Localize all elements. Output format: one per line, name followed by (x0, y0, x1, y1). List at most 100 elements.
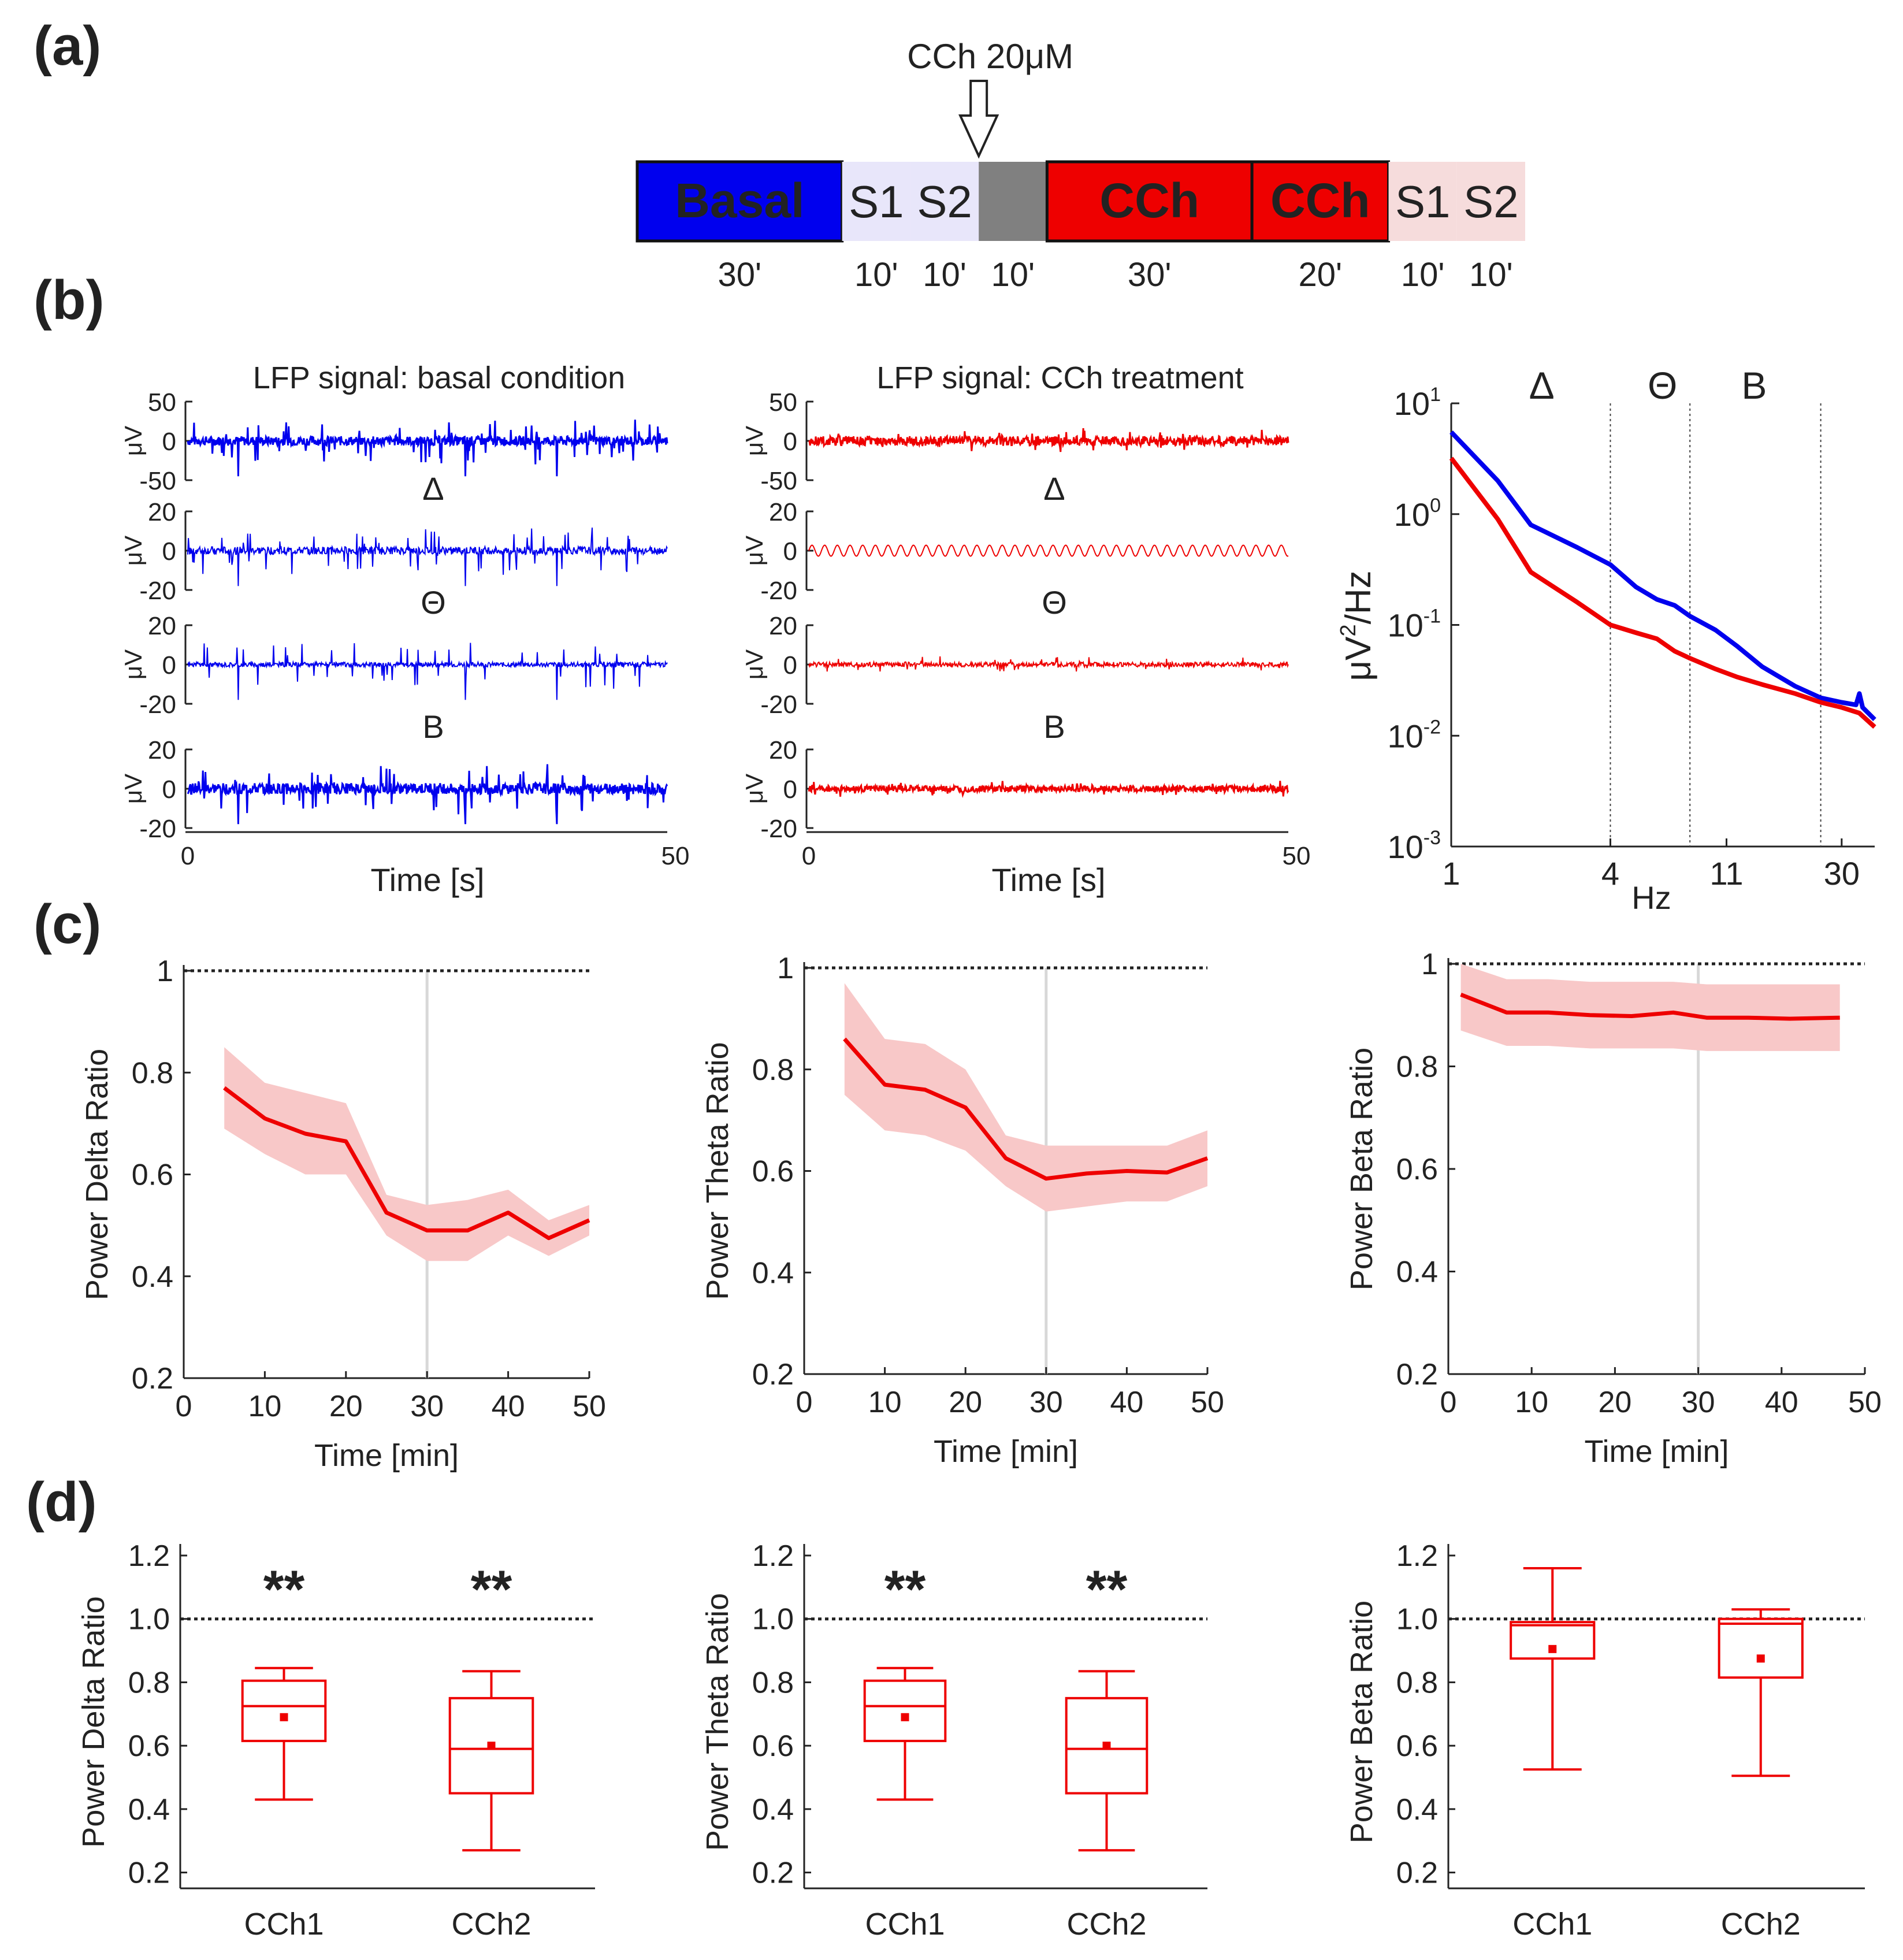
lfp-y-tick-label: 20 (769, 498, 797, 526)
lfp-y-tick-label: -50 (760, 467, 797, 495)
psd-y-tick-label: 101 (1394, 384, 1441, 422)
time-y-tick-label: 0.4 (1396, 1256, 1438, 1289)
time-y-tick-label: 0.2 (1396, 1358, 1438, 1391)
time-x-tick-label: 0 (796, 1386, 813, 1419)
box-y-tick-label: 0.2 (128, 1857, 170, 1890)
time-x-tick-label: 50 (1848, 1386, 1882, 1419)
significance-marker: ** (1086, 1560, 1128, 1619)
protocol-segment-label: CCh (1099, 173, 1199, 228)
protocol-segment-label: S1 (1395, 176, 1450, 227)
time-x-axis-label: Time [min] (1584, 1434, 1729, 1469)
lfp-trace-beta (808, 781, 1289, 799)
lfp-band-label: B (1043, 708, 1065, 745)
box-iqr (241, 1679, 327, 1742)
beta-box-plot: 0.2 0.4 0.6 0.8 1.0 1.2 Power Beta Ratio CCh1 CC… (1344, 1539, 1865, 1942)
box-category-label: CCh1 (244, 1907, 324, 1942)
lfp-title: LFP signal: CCh treatment (876, 361, 1243, 395)
mean-line-CCh (843, 1037, 1209, 1181)
lfp-y-tick-label: 50 (148, 388, 176, 417)
lfp-y-axis-label: μV (741, 774, 768, 804)
lfp-trace-delta (808, 544, 1289, 557)
time-x-tick-label: 20 (329, 1390, 363, 1423)
panel-label-a: (a) (34, 15, 101, 77)
confidence-band (844, 983, 1207, 1212)
lfp-x-tick-label: 50 (661, 842, 690, 870)
time-y-tick-label: 0.6 (132, 1159, 173, 1192)
lfp-y-tick-label: -20 (139, 691, 176, 719)
time-y-axis-label: Power Theta Ratio (700, 1042, 735, 1300)
box-y-tick-label: 1.2 (128, 1539, 170, 1573)
box-mean-marker (487, 1742, 496, 1750)
mean-line-CCh (1460, 993, 1840, 1021)
time-y-tick-label: 1 (1421, 948, 1438, 981)
lfp-band-label: Θ (421, 584, 446, 621)
time-x-tick-label: 40 (1110, 1386, 1143, 1419)
box-y-tick-label: 0.6 (1396, 1729, 1438, 1763)
lfp-y-tick-label: 0 (162, 775, 176, 804)
lfp-y-tick-label: -50 (139, 467, 176, 495)
protocol-duration: 30' (718, 256, 762, 294)
time-y-tick-label: 0.4 (752, 1256, 794, 1290)
protocol-duration: 20' (1299, 256, 1343, 294)
time-x-tick-label: 20 (1598, 1386, 1631, 1419)
box-category-label: CCh2 (451, 1907, 531, 1942)
psd-y-tick-label: 10-3 (1387, 827, 1441, 865)
box-iqr (1065, 1697, 1149, 1795)
box-iqr (448, 1697, 534, 1795)
lfp-trace-raw (187, 420, 668, 477)
box-y-tick-label: 0.8 (128, 1666, 170, 1699)
box-iqr (1718, 1617, 1804, 1679)
lfp-y-tick-label: 0 (783, 428, 797, 456)
panel-label-b: (b) (34, 269, 105, 331)
time-x-tick-label: 0 (1440, 1386, 1457, 1419)
time-y-tick-label: 0.8 (132, 1056, 173, 1090)
lfp-y-tick-label: -20 (760, 577, 797, 605)
psd-x-axis-label: Hz (1631, 879, 1671, 916)
lfp-y-axis-label: μV (120, 774, 147, 804)
psd-series-basal (1449, 430, 1876, 722)
box-y-axis-label: Power Delta Ratio (76, 1596, 111, 1847)
lfp-y-tick-label: 0 (783, 537, 797, 566)
time-x-tick-label: 0 (176, 1390, 192, 1423)
box-mean-marker (901, 1713, 909, 1721)
time-x-tick-label: 20 (949, 1386, 982, 1419)
lfp-y-tick-label: 0 (162, 651, 176, 680)
lfp-y-tick-label: 0 (162, 537, 176, 566)
lfp-y-axis-label: μV (741, 649, 768, 680)
lfp-y-tick-label: 20 (148, 498, 176, 526)
lfp-y-axis-label: μV (120, 426, 147, 456)
psd-series-cch (1449, 456, 1876, 729)
lfp-y-axis-label: μV (741, 426, 768, 456)
lfp-basal-plot: LFP signal: basal condition 50 0 -50 μV 20 0 -2… (120, 361, 689, 898)
lfp-x-axis-label: Time [s] (991, 862, 1105, 898)
psd-y-axis-label: μV2/Hz (1336, 570, 1378, 681)
time-y-tick-label: 0.8 (752, 1053, 794, 1087)
time-y-tick-label: 0.2 (752, 1358, 794, 1391)
psd-x-tick-label: 4 (1601, 855, 1619, 892)
lfp-y-tick-label: -20 (760, 691, 797, 719)
time-x-tick-label: 50 (573, 1390, 606, 1423)
protocol-segment-label: S2 (1463, 176, 1518, 227)
lfp-y-tick-label: -20 (760, 815, 797, 843)
psd-plot: Δ Θ B 101 100 10-1 10-2 10-31 4 11 30 Hz μV2/Hz (1336, 364, 1876, 916)
mean-line-CCh (223, 1086, 590, 1241)
time-x-axis-label: Time [min] (934, 1434, 1078, 1469)
time-x-tick-label: 10 (1515, 1386, 1548, 1419)
time-x-tick-label: 30 (410, 1390, 444, 1423)
box-y-tick-label: 0.6 (128, 1729, 170, 1763)
lfp-title: LFP signal: basal condition (253, 361, 625, 395)
box-y-tick-label: 0.6 (752, 1729, 794, 1763)
box-y-tick-label: 0.4 (752, 1793, 794, 1827)
time-x-axis-label: Time [min] (314, 1438, 459, 1473)
protocol-duration: 10' (923, 256, 967, 294)
time-y-tick-label: 0.4 (132, 1260, 173, 1294)
lfp-trace-theta (808, 656, 1289, 672)
psd-band-label: Δ (1529, 364, 1555, 407)
time-x-tick-label: 40 (492, 1390, 525, 1423)
theta-box-plot: 0.2 0.4 0.6 0.8 1.0 1.2 Power Theta Ratio ** CCh… (700, 1539, 1207, 1942)
lfp-y-tick-label: -20 (139, 815, 176, 843)
time-y-tick-label: 0.6 (1396, 1153, 1438, 1186)
